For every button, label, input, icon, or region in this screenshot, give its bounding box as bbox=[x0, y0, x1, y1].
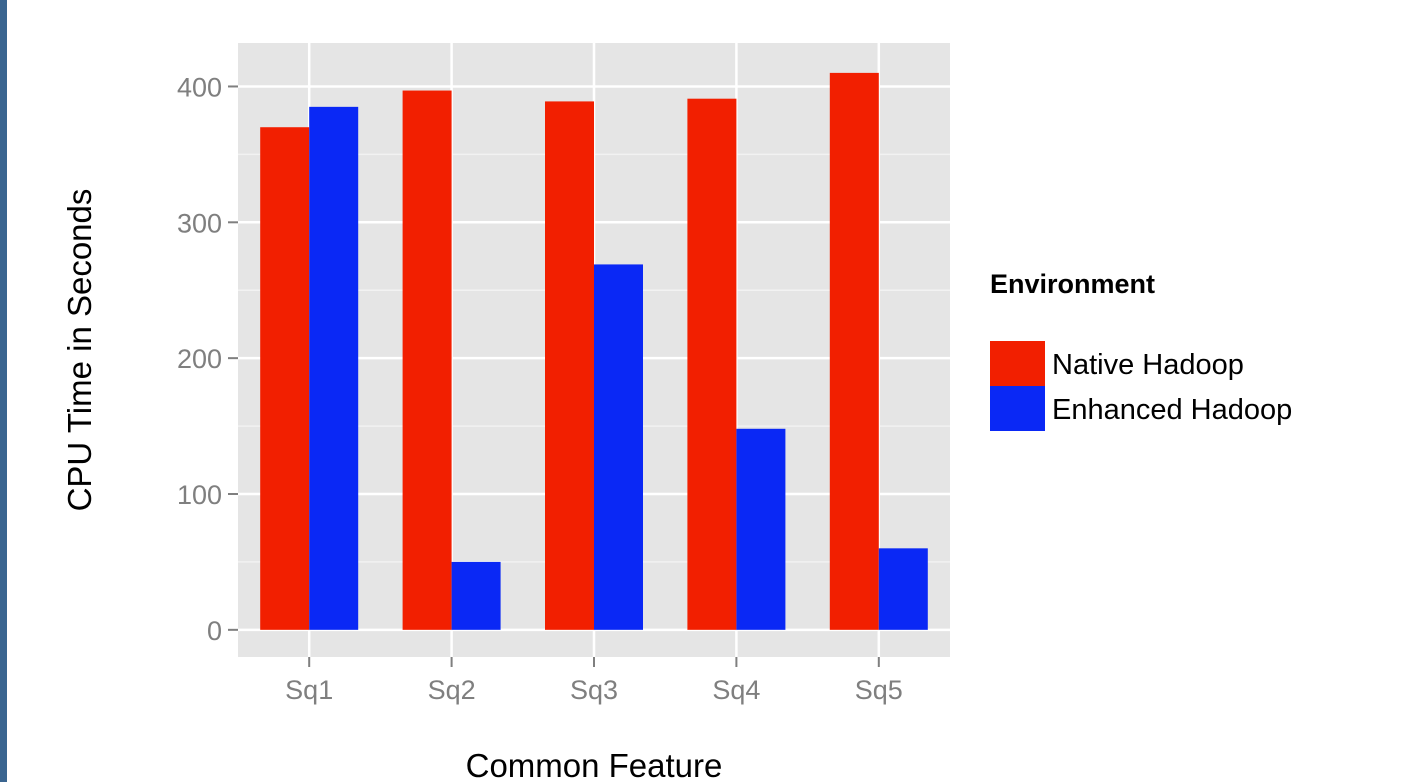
bar-native-hadoop-sq4 bbox=[687, 98, 737, 630]
y-tick-label: 200 bbox=[177, 344, 222, 374]
legend-title: Environment bbox=[990, 269, 1155, 299]
legend: Environment Native Hadoop Enhanced Hadoo… bbox=[990, 269, 1292, 431]
y-tick-label: 400 bbox=[177, 72, 222, 102]
bar-enhanced-hadoop-sq5 bbox=[878, 548, 928, 630]
y-axis: 0 100 200 300 400 bbox=[177, 72, 238, 646]
bar-enhanced-hadoop-sq3 bbox=[594, 264, 643, 630]
bar-native-hadoop-sq3 bbox=[545, 101, 594, 630]
y-axis-title: CPU Time in Seconds bbox=[61, 189, 98, 512]
legend-label-enhanced-hadoop: Enhanced Hadoop bbox=[1052, 394, 1292, 426]
x-tick-label: Sq5 bbox=[855, 675, 903, 705]
y-tick-label: 0 bbox=[207, 616, 222, 646]
x-tick-label: Sq2 bbox=[428, 675, 476, 705]
bar-enhanced-hadoop-sq2 bbox=[451, 561, 501, 630]
legend-key-native-hadoop bbox=[990, 341, 1045, 386]
bars bbox=[260, 72, 928, 630]
legend-label-native-hadoop: Native Hadoop bbox=[1052, 349, 1244, 381]
x-tick-label: Sq4 bbox=[712, 675, 760, 705]
bar-native-hadoop-sq1 bbox=[260, 127, 310, 630]
x-tick-label: Sq3 bbox=[570, 675, 618, 705]
y-tick-label: 100 bbox=[177, 480, 222, 510]
bar-enhanced-hadoop-sq4 bbox=[736, 428, 786, 630]
legend-key-enhanced-hadoop bbox=[990, 386, 1045, 431]
x-axis: Sq1 Sq2 Sq3 Sq4 Sq5 bbox=[285, 657, 903, 705]
bar-enhanced-hadoop-sq1 bbox=[309, 106, 359, 630]
left-edge-bar bbox=[0, 0, 7, 782]
y-tick-label: 300 bbox=[177, 208, 222, 238]
bar-native-hadoop-sq5 bbox=[829, 72, 879, 630]
bar-native-hadoop-sq2 bbox=[402, 90, 452, 630]
x-tick-label: Sq1 bbox=[285, 675, 333, 705]
x-axis-title: Common Feature bbox=[466, 747, 723, 782]
